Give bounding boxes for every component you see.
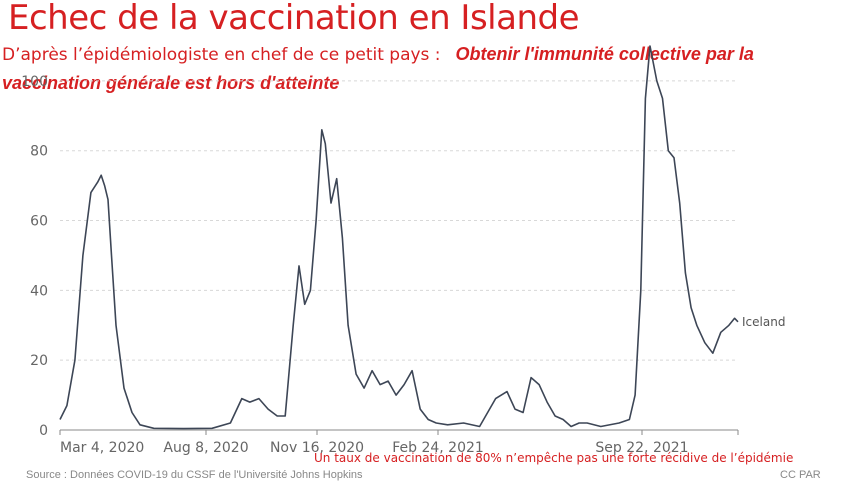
grid-layer bbox=[60, 80, 738, 431]
series-label: Iceland bbox=[742, 315, 785, 329]
y-tick-label: 0 bbox=[39, 423, 48, 439]
y-axis: 0 20 40 60 80 100 bbox=[21, 74, 48, 439]
page-title: Echec de la vaccination en Islande bbox=[8, 0, 580, 38]
source-text: Source : Données COVID-19 du CSSF de l'U… bbox=[26, 469, 363, 481]
x-axis: Mar 4, 2020 Aug 8, 2020 Nov 16, 2020 Feb 24… bbox=[59, 430, 739, 456]
subtitle-quote: Obtenir l'immunité collective par la vac… bbox=[2, 44, 754, 93]
x-tick-label: Mar 4, 2020 bbox=[60, 440, 144, 456]
x-tick-label: Nov 16, 2020 bbox=[270, 440, 364, 456]
subtitle-lead: D’après l’épidémiologiste en chef de ce … bbox=[2, 45, 441, 65]
series-line-iceland bbox=[59, 45, 739, 430]
y-tick-label: 60 bbox=[30, 214, 48, 230]
x-tick-label: Feb 24, 2021 bbox=[392, 440, 484, 456]
page-subtitle: D’après l’épidémiologiste en chef de ce … bbox=[2, 40, 832, 97]
y-tick-label: 40 bbox=[30, 283, 48, 299]
x-tick-label: Aug 8, 2020 bbox=[163, 440, 248, 456]
x-tick-label: Sep 22, 2021 bbox=[595, 440, 688, 456]
y-tick-label: 100 bbox=[21, 74, 48, 90]
y-tick-label: 20 bbox=[30, 353, 48, 369]
y-tick-label: 80 bbox=[30, 144, 48, 160]
footer-note: Un taux de vaccination de 80% n’empêche … bbox=[314, 451, 794, 465]
series-layer: Iceland bbox=[59, 45, 785, 430]
license-credit: CC PAR bbox=[780, 469, 821, 481]
